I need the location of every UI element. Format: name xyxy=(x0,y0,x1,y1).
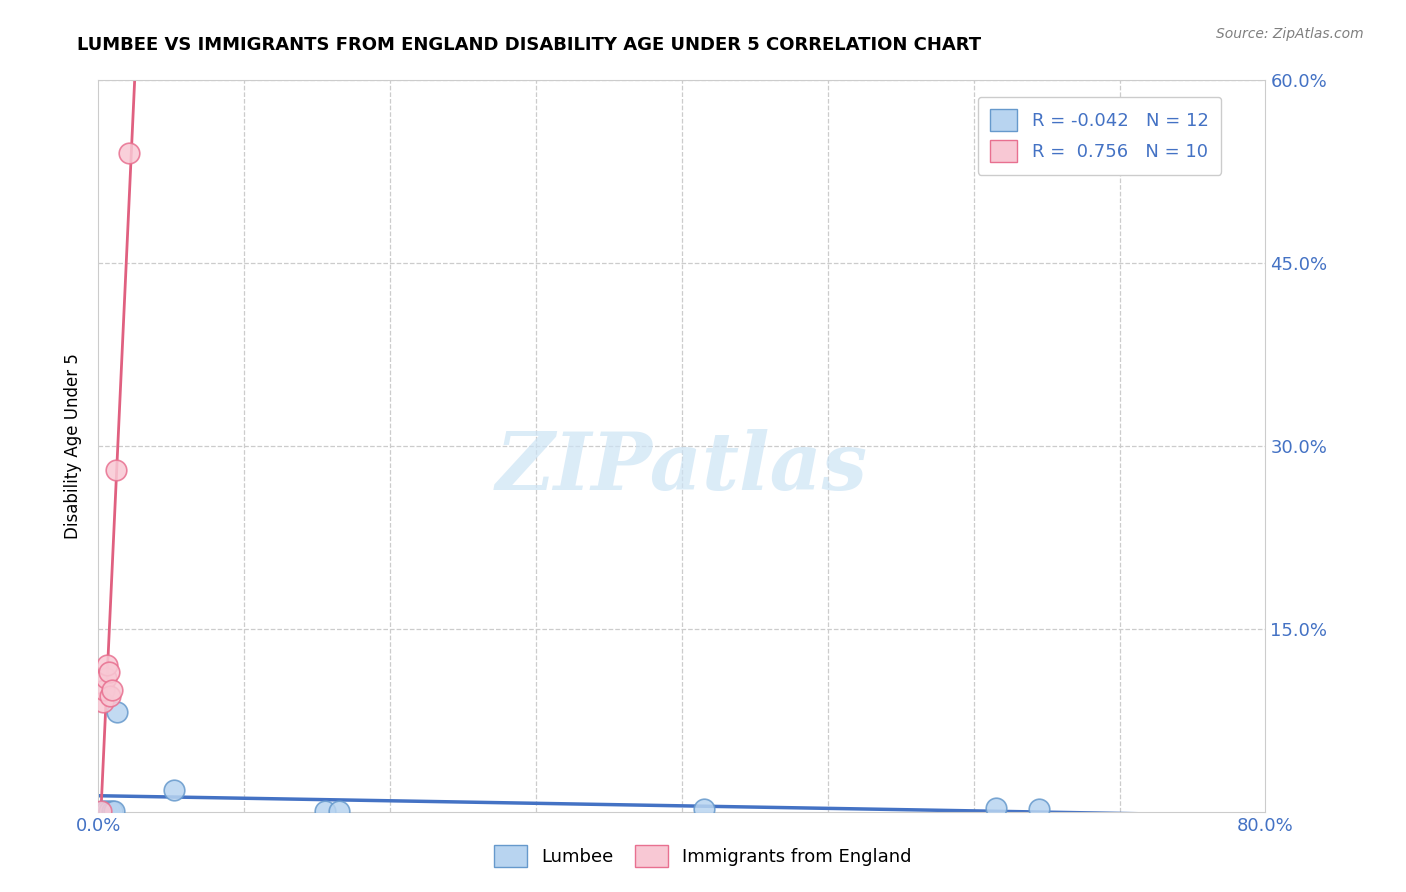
Point xyxy=(97,665,120,679)
Point xyxy=(96,658,118,673)
Text: ZIPatlas: ZIPatlas xyxy=(496,429,868,507)
Point xyxy=(984,801,1007,815)
Point xyxy=(91,804,114,818)
Point xyxy=(97,804,120,818)
Point xyxy=(105,705,128,719)
Point xyxy=(94,671,117,685)
Point xyxy=(90,804,112,818)
Point xyxy=(1028,802,1050,816)
Text: LUMBEE VS IMMIGRANTS FROM ENGLAND DISABILITY AGE UNDER 5 CORRELATION CHART: LUMBEE VS IMMIGRANTS FROM ENGLAND DISABI… xyxy=(77,36,981,54)
Point xyxy=(693,802,716,816)
Point xyxy=(118,146,141,161)
Point xyxy=(100,682,122,697)
Point xyxy=(328,804,350,818)
Point xyxy=(314,804,336,818)
Legend: R = -0.042   N = 12, R =  0.756   N = 10: R = -0.042 N = 12, R = 0.756 N = 10 xyxy=(977,96,1222,175)
Point xyxy=(94,804,117,818)
Point xyxy=(163,782,186,797)
Point xyxy=(91,695,114,709)
Point xyxy=(98,689,121,703)
Y-axis label: Disability Age Under 5: Disability Age Under 5 xyxy=(65,353,83,539)
Text: Source: ZipAtlas.com: Source: ZipAtlas.com xyxy=(1216,27,1364,41)
Point xyxy=(100,804,122,818)
Point xyxy=(104,463,127,477)
Point xyxy=(103,804,125,818)
Legend: Lumbee, Immigrants from England: Lumbee, Immigrants from England xyxy=(486,838,920,874)
Point xyxy=(93,682,115,697)
